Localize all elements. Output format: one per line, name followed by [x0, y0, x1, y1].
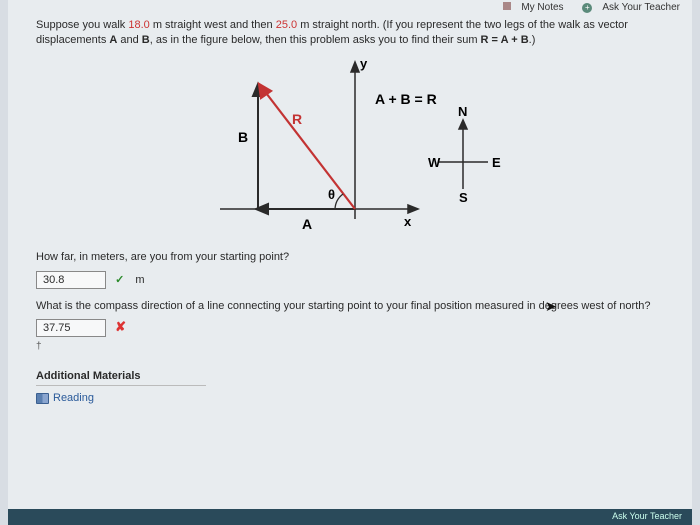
value-west: 18.0 [128, 19, 149, 31]
equation-label: A + B = R [375, 91, 437, 107]
r-label: R [292, 111, 302, 127]
unit-1: m [135, 274, 144, 286]
answer-row-2: 37.75 ✘ [36, 319, 664, 337]
vector-diagram: y x A B R θ A + B = R N S W E ➤ [180, 54, 520, 239]
compass-s: S [459, 190, 468, 205]
answer-input-2[interactable]: 37.75 [36, 319, 106, 337]
note-icon [503, 2, 511, 10]
my-notes-link[interactable]: My Notes [495, 2, 563, 13]
check-icon: ✓ [115, 274, 124, 286]
x-axis-label: x [404, 214, 412, 229]
b-label: B [238, 129, 248, 145]
reading-link[interactable]: Reading [53, 392, 94, 404]
compass-n: N [458, 104, 467, 119]
reading-row: Reading [36, 392, 664, 404]
answer-row-1: 30.8 ✓ m [36, 271, 664, 289]
problem-statement: Suppose you walk 18.0 m straight west an… [36, 18, 664, 48]
a-label: A [302, 216, 312, 232]
top-links: My Notes +Ask Your Teacher [487, 2, 680, 13]
compass-e: E [492, 155, 501, 170]
footer-ask-link[interactable]: Ask Your Teacher [612, 511, 682, 521]
footer-bar: Ask Your Teacher [8, 509, 692, 525]
additional-materials-title: Additional Materials [36, 370, 206, 386]
problem-content: Suppose you walk 18.0 m straight west an… [8, 0, 692, 414]
question-1: How far, in meters, are you from your st… [36, 250, 664, 265]
question-2: What is the compass direction of a line … [36, 299, 664, 314]
x-icon: ✘ [115, 319, 126, 334]
footnote-mark: † [36, 341, 664, 352]
theta-label: θ [328, 187, 335, 202]
plus-icon: + [582, 3, 592, 13]
ask-teacher-link[interactable]: +Ask Your Teacher [574, 2, 680, 13]
book-icon [36, 393, 49, 404]
compass-w: W [428, 155, 441, 170]
answer-input-1[interactable]: 30.8 [36, 271, 106, 289]
value-north: 25.0 [276, 19, 297, 31]
y-axis-label: y [360, 56, 368, 71]
